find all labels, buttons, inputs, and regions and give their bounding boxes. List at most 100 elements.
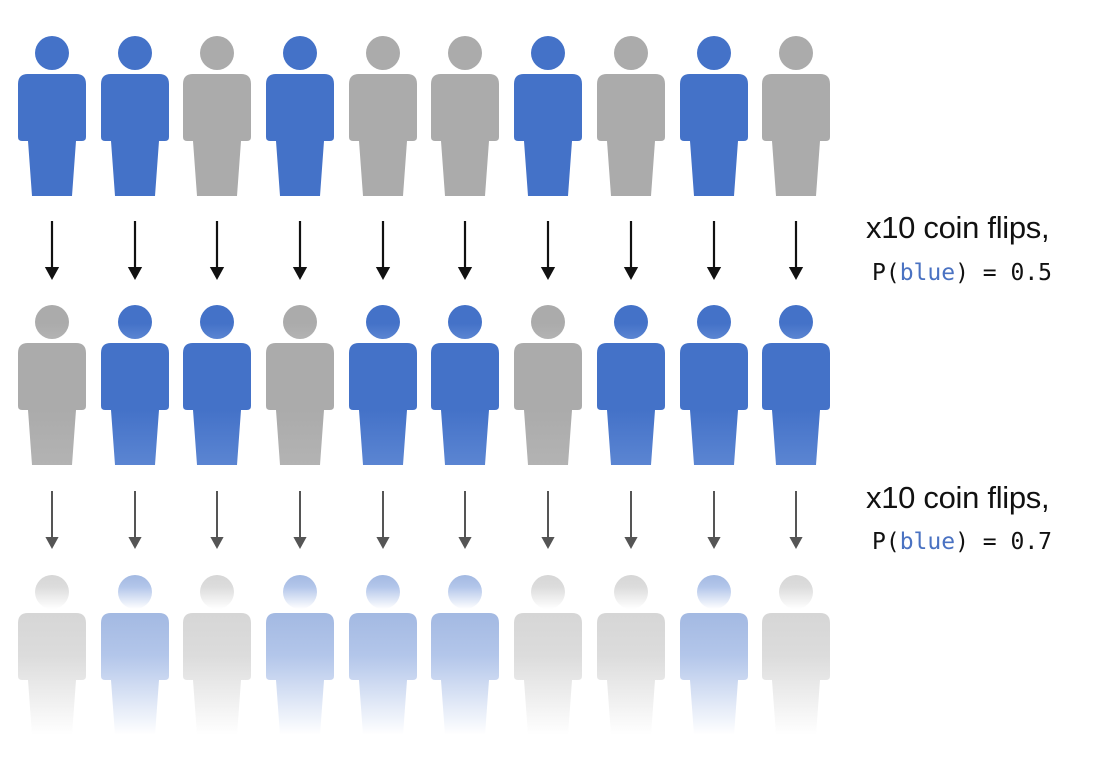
down-arrow-icon	[788, 221, 804, 280]
people-row-1	[18, 36, 830, 196]
person-head	[35, 575, 69, 609]
person-body	[349, 74, 417, 196]
down-arrow-icon	[292, 221, 308, 280]
person-icon	[597, 36, 665, 196]
person-icon	[349, 36, 417, 196]
probability-text-2: P(blue) = 0.7	[872, 529, 1102, 555]
down-arrow-icon	[45, 491, 59, 549]
person-icon	[101, 305, 169, 465]
down-arrow-icon	[44, 221, 60, 280]
person-head	[200, 575, 234, 609]
person-head	[697, 36, 731, 70]
person-icon	[18, 305, 86, 465]
person-body	[349, 343, 417, 465]
down-arrow-icon	[293, 491, 307, 549]
person-body	[431, 343, 499, 465]
person-icon	[762, 575, 830, 735]
person-body	[762, 343, 830, 465]
down-arrow-icon	[210, 491, 224, 549]
person-icon	[183, 575, 251, 735]
prob-rest-2: ) = 0.7	[955, 529, 1053, 555]
down-arrow-icon	[458, 491, 472, 549]
person-head	[448, 36, 482, 70]
person-head	[697, 575, 731, 609]
person-body	[101, 343, 169, 465]
person-body	[18, 343, 86, 465]
person-icon	[514, 575, 582, 735]
person-head	[697, 305, 731, 339]
person-body	[762, 74, 830, 196]
person-head	[448, 575, 482, 609]
person-body	[183, 613, 251, 735]
person-body	[431, 613, 499, 735]
person-head	[779, 36, 813, 70]
person-head	[200, 305, 234, 339]
person-body	[266, 343, 334, 465]
person-body	[266, 613, 334, 735]
person-body	[680, 613, 748, 735]
person-head	[614, 305, 648, 339]
down-arrow-icon	[375, 221, 391, 280]
person-icon	[680, 575, 748, 735]
down-arrow-icon	[623, 221, 639, 280]
person-icon	[183, 36, 251, 196]
person-icon	[18, 575, 86, 735]
person-icon	[183, 305, 251, 465]
prob-rest-1: ) = 0.5	[955, 260, 1053, 286]
prob-func-2: P(	[872, 529, 900, 555]
person-head	[366, 575, 400, 609]
person-head	[779, 575, 813, 609]
person-body	[514, 613, 582, 735]
down-arrow-icon	[706, 221, 722, 280]
person-head	[531, 305, 565, 339]
person-icon	[349, 575, 417, 735]
person-icon	[101, 36, 169, 196]
person-icon	[101, 575, 169, 735]
prob-keyword-2: blue	[899, 529, 956, 555]
person-icon	[431, 36, 499, 196]
person-head	[35, 36, 69, 70]
person-head	[118, 36, 152, 70]
person-icon	[514, 305, 582, 465]
person-icon	[349, 305, 417, 465]
person-body	[762, 613, 830, 735]
person-head	[118, 575, 152, 609]
person-head	[366, 36, 400, 70]
person-icon	[266, 36, 334, 196]
person-body	[18, 613, 86, 735]
person-body	[514, 74, 582, 196]
person-head	[779, 305, 813, 339]
coin-flips-text-2: x10 coin flips,	[866, 480, 1050, 515]
down-arrow-icon	[209, 221, 225, 280]
person-head	[366, 305, 400, 339]
person-body	[183, 343, 251, 465]
person-body	[514, 343, 582, 465]
person-head	[283, 305, 317, 339]
person-body	[349, 613, 417, 735]
person-body	[597, 613, 665, 735]
prob-func-1: P(	[872, 260, 900, 286]
person-icon	[266, 305, 334, 465]
person-body	[597, 343, 665, 465]
person-head	[283, 575, 317, 609]
down-arrow-icon	[541, 491, 555, 549]
person-icon	[597, 575, 665, 735]
person-body	[101, 74, 169, 196]
down-arrow-icon	[540, 221, 556, 280]
person-body	[18, 74, 86, 196]
person-icon	[431, 575, 499, 735]
person-body	[680, 343, 748, 465]
person-body	[266, 74, 334, 196]
down-arrow-icon	[128, 491, 142, 549]
person-head	[118, 305, 152, 339]
probability-text-1: P(blue) = 0.5	[872, 260, 1102, 286]
arrow-row-2	[45, 491, 803, 549]
down-arrow-icon	[127, 221, 143, 280]
person-icon	[514, 36, 582, 196]
person-body	[680, 74, 748, 196]
person-icon	[762, 305, 830, 465]
down-arrow-icon	[376, 491, 390, 549]
person-head	[614, 36, 648, 70]
person-icon	[680, 36, 748, 196]
